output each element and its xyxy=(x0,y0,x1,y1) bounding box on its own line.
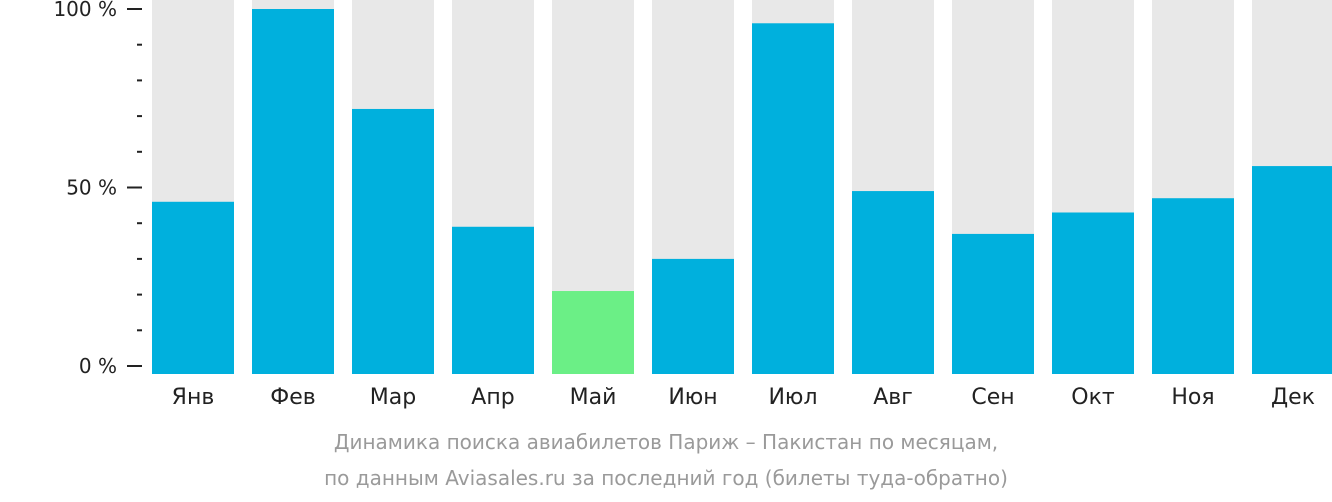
bar xyxy=(352,108,434,375)
bar xyxy=(552,291,634,374)
x-tick-label: Апр xyxy=(471,385,514,410)
x-tick-label: Фев xyxy=(270,385,315,410)
caption-line-1: Динамика поиска авиабилетов Париж – Паки… xyxy=(333,430,999,454)
x-tick-label: Ноя xyxy=(1171,385,1214,410)
bar xyxy=(1152,198,1234,374)
x-tick-label: Июл xyxy=(768,385,817,410)
caption-line-2: по данным Aviasales.ru за последний год … xyxy=(324,466,1008,490)
x-tick-label: Янв xyxy=(172,385,215,410)
bar xyxy=(652,258,734,374)
bars xyxy=(152,0,1332,375)
bar xyxy=(152,201,234,374)
x-tick-label: Сен xyxy=(971,385,1014,410)
x-axis-labels: Янв Фев Мар Апр Май Июн Июл Авг Сен Окт Ноя Дек xyxy=(172,385,1315,410)
bar xyxy=(1052,212,1134,374)
y-tick-label: 100 % xyxy=(53,0,117,21)
bar xyxy=(452,226,534,374)
bar xyxy=(752,23,834,375)
x-tick-label: Май xyxy=(570,385,617,410)
y-axis: 0 % 50 % 100 % xyxy=(53,0,142,378)
y-tick-label: 50 % xyxy=(66,176,117,200)
bar xyxy=(252,9,334,374)
x-tick-label: Июн xyxy=(668,385,717,410)
bar xyxy=(1252,166,1332,374)
bar-chart: 0 % 50 % 100 % Янв Фев Мар Апр Май Июн Июл Авг Сен… xyxy=(53,0,1332,410)
bar xyxy=(852,191,934,374)
x-tick-label: Окт xyxy=(1071,385,1115,410)
y-tick-label: 0 % xyxy=(79,354,117,378)
x-tick-label: Мар xyxy=(370,385,416,410)
x-tick-label: Дек xyxy=(1271,385,1315,410)
x-tick-label: Авг xyxy=(873,385,913,410)
bar xyxy=(952,233,1034,374)
